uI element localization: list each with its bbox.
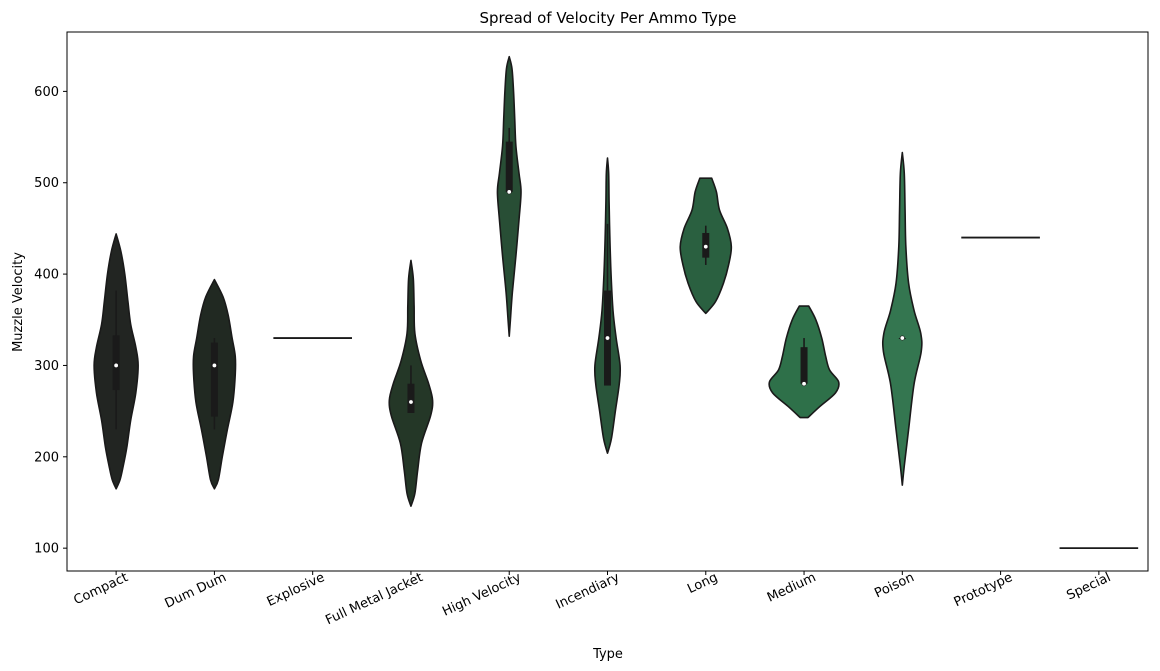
y-tick-label: 500 [34, 176, 59, 191]
y-tick-label: 200 [34, 450, 59, 465]
violin-iqr-box [407, 383, 415, 413]
violin-iqr-box [112, 335, 120, 391]
violin-median-dot [113, 362, 119, 368]
violin-iqr-box [505, 141, 513, 192]
y-tick-label: 100 [34, 542, 59, 557]
y-tick-label: 400 [34, 268, 59, 283]
violin-median-dot [899, 335, 905, 341]
chart-title: Spread of Velocity Per Ammo Type [480, 9, 737, 27]
violin-medium [768, 305, 840, 419]
y-tick-label: 300 [34, 359, 59, 374]
violin-body [881, 151, 923, 486]
violin-poison [881, 151, 923, 486]
y-tick-label: 600 [34, 85, 59, 100]
violin-median-dot [801, 381, 807, 387]
violin-body [496, 55, 522, 338]
violin-iqr-box [800, 347, 808, 384]
y-axis-label: Muzzle Velocity [11, 252, 26, 352]
violin-median-dot [604, 335, 610, 341]
plot-area [93, 55, 1139, 550]
violin-median-dot [506, 189, 512, 195]
violin-median-dot [408, 399, 414, 405]
violin-median-dot [703, 244, 709, 250]
x-axis-label: Type [592, 647, 623, 662]
violin-incendiary [593, 157, 622, 454]
violin-iqr-box [210, 342, 218, 417]
y-axis: 100 200 300 400 500 600 [34, 85, 67, 557]
violin-high-velocity [496, 55, 522, 338]
violin-long [679, 177, 733, 315]
violin-full-metal-jacket [388, 259, 434, 507]
violin-median-dot [211, 362, 217, 368]
violin-dum-dum [192, 278, 237, 490]
violin-compact [93, 233, 139, 490]
